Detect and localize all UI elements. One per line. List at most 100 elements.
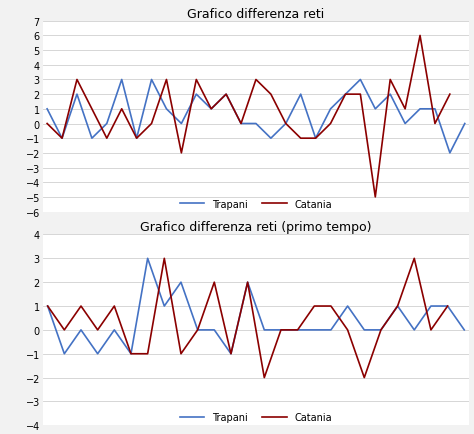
Line: Trapani: Trapani: [47, 80, 465, 154]
Catania: [145, 351, 150, 356]
Catania: [298, 136, 303, 141]
Catania: [387, 78, 393, 83]
Trapani: [62, 351, 67, 356]
Trapani: [461, 328, 467, 333]
Catania: [59, 136, 65, 141]
Trapani: [223, 92, 229, 98]
Trapani: [134, 136, 139, 141]
Catania: [328, 122, 333, 127]
Trapani: [328, 328, 334, 333]
Trapani: [209, 107, 214, 112]
Catania: [245, 280, 250, 285]
Catania: [445, 304, 450, 309]
Catania: [149, 122, 155, 127]
Catania: [295, 328, 301, 333]
Title: Grafico differenza reti: Grafico differenza reti: [187, 7, 325, 20]
Catania: [447, 92, 453, 98]
Trapani: [128, 351, 134, 356]
Trapani: [44, 107, 50, 112]
Trapani: [95, 351, 100, 356]
Trapani: [362, 328, 367, 333]
Catania: [45, 304, 51, 309]
Catania: [179, 151, 184, 156]
Trapani: [164, 107, 169, 112]
Trapani: [195, 328, 201, 333]
Catania: [134, 136, 139, 141]
Trapani: [357, 78, 363, 83]
Catania: [74, 78, 80, 83]
Trapani: [179, 122, 184, 127]
Trapani: [298, 92, 303, 98]
Trapani: [345, 304, 350, 309]
Trapani: [238, 122, 244, 127]
Trapani: [119, 78, 125, 83]
Legend: Trapani, Catania: Trapani, Catania: [180, 412, 332, 422]
Catania: [228, 351, 234, 356]
Catania: [278, 328, 284, 333]
Trapani: [343, 92, 348, 98]
Catania: [378, 328, 384, 333]
Catania: [104, 136, 109, 141]
Catania: [268, 92, 273, 98]
Catania: [111, 304, 117, 309]
Catania: [395, 304, 401, 309]
Catania: [178, 351, 184, 356]
Catania: [211, 280, 217, 285]
Trapani: [45, 304, 51, 309]
Catania: [253, 78, 259, 83]
Legend: Trapani, Catania: Trapani, Catania: [180, 199, 332, 209]
Trapani: [402, 122, 408, 127]
Line: Trapani: Trapani: [48, 259, 464, 354]
Catania: [362, 375, 367, 380]
Trapani: [417, 107, 423, 112]
Trapani: [211, 328, 217, 333]
Catania: [95, 328, 100, 333]
Trapani: [295, 328, 301, 333]
Catania: [328, 304, 334, 309]
Catania: [428, 328, 434, 333]
Catania: [345, 328, 350, 333]
Catania: [262, 375, 267, 380]
Trapani: [74, 92, 80, 98]
Catania: [411, 256, 417, 261]
Trapani: [432, 107, 438, 112]
Trapani: [253, 122, 259, 127]
Catania: [89, 107, 95, 112]
Trapani: [162, 304, 167, 309]
Catania: [128, 351, 134, 356]
Catania: [78, 304, 84, 309]
Trapani: [111, 328, 117, 333]
Trapani: [311, 328, 317, 333]
Trapani: [228, 351, 234, 356]
Trapani: [278, 328, 284, 333]
Catania: [223, 92, 229, 98]
Trapani: [104, 122, 109, 127]
Trapani: [378, 328, 384, 333]
Catania: [432, 122, 438, 127]
Catania: [193, 78, 199, 83]
Catania: [164, 78, 169, 83]
Trapani: [447, 151, 453, 156]
Trapani: [268, 136, 273, 141]
Catania: [417, 34, 423, 39]
Line: Catania: Catania: [47, 36, 450, 197]
Catania: [119, 107, 125, 112]
Catania: [195, 328, 201, 333]
Trapani: [411, 328, 417, 333]
Trapani: [328, 107, 333, 112]
Catania: [238, 122, 244, 127]
Catania: [343, 92, 348, 98]
Trapani: [178, 280, 184, 285]
Catania: [313, 136, 319, 141]
Trapani: [373, 107, 378, 112]
Trapani: [149, 78, 155, 83]
Catania: [44, 122, 50, 127]
Trapani: [462, 122, 468, 127]
Catania: [62, 328, 67, 333]
Trapani: [387, 92, 393, 98]
Trapani: [313, 136, 319, 141]
Catania: [357, 92, 363, 98]
Trapani: [395, 304, 401, 309]
Catania: [311, 304, 317, 309]
Catania: [373, 195, 378, 200]
